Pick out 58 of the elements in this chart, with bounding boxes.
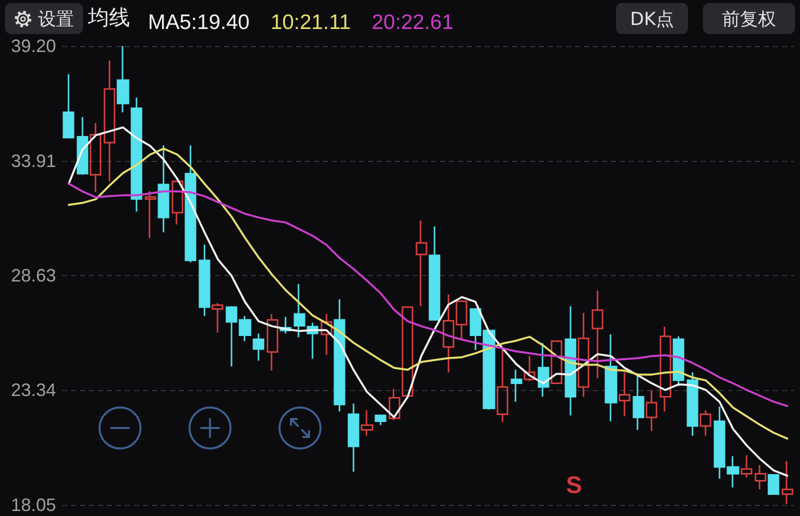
text: 20:22.61 (372, 11, 454, 34)
candlestick (592, 290, 604, 380)
button: 设置 (5, 3, 83, 34)
candlestick (90, 122, 102, 193)
candlestick (402, 306, 414, 397)
candlestick (538, 342, 550, 398)
candlestick (564, 305, 576, 416)
candlestick (604, 334, 618, 422)
candlestick (686, 372, 698, 437)
candlestick (660, 326, 672, 412)
candlestick (374, 414, 386, 426)
candlestick (754, 464, 766, 490)
candlestick (320, 313, 332, 356)
candlestick (130, 96, 142, 212)
candlestick (198, 244, 210, 317)
y-tick-label: 33.91 (10, 150, 56, 171)
annotation: S (566, 472, 582, 499)
legend-title: 均线 (87, 6, 130, 30)
candlestick (428, 226, 440, 321)
candlestick (184, 144, 196, 264)
candlestick (360, 410, 374, 437)
candlestick (172, 180, 184, 226)
candlestick (104, 60, 116, 182)
candlestick (782, 460, 794, 505)
candlestick (578, 312, 590, 398)
candlestick (700, 410, 712, 437)
text: 10:21.11 (270, 11, 351, 34)
candlestick (116, 45, 130, 113)
candlestick (496, 346, 508, 423)
candlestick (334, 298, 346, 412)
button: DK点 (616, 3, 688, 34)
y-tick-label: 28.63 (10, 265, 56, 286)
candlestick (388, 388, 400, 421)
candlestick (252, 332, 264, 362)
candlestick (646, 389, 658, 432)
line-series (68, 126, 788, 477)
candlestick (348, 402, 360, 473)
y-tick-label: 23.34 (10, 380, 56, 400)
y-tick-label: 18.05 (10, 495, 56, 515)
candlestick (768, 474, 780, 495)
candlestick (550, 340, 562, 384)
line-series (68, 148, 788, 440)
line-series (68, 182, 788, 408)
candlestick (740, 454, 752, 478)
candlestick (158, 144, 170, 233)
candlestick (266, 313, 278, 372)
candlestick (62, 73, 74, 138)
candlestick (416, 220, 428, 307)
candlestick (144, 190, 156, 239)
candlestick (524, 355, 536, 382)
text: MA5:19.40 (148, 11, 250, 34)
candlestick (510, 368, 522, 402)
candlestick (618, 372, 630, 417)
candlestick (212, 302, 224, 334)
y-tick-label: 39.20 (10, 36, 56, 56)
button: 前复权 (703, 3, 795, 34)
candlestick (672, 336, 684, 387)
candlestick (632, 374, 644, 431)
